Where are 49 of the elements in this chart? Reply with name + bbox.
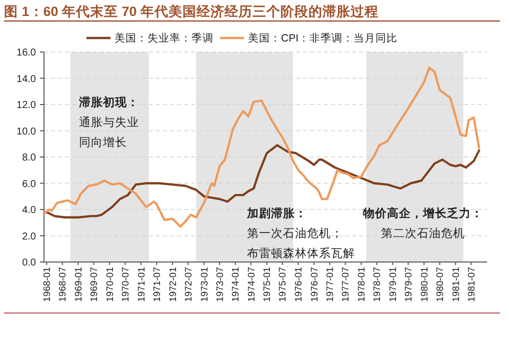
x-tick-label: 1974-07 bbox=[246, 267, 258, 302]
y-tick-label: 12.0 bbox=[16, 100, 36, 111]
y-tick-label: 6.0 bbox=[22, 178, 36, 190]
y-tick-label: 8.0 bbox=[22, 152, 36, 164]
legend-label: 美国：CPI：非季调：当月同比 bbox=[248, 32, 398, 45]
y-tick-label: 4.0 bbox=[22, 205, 36, 216]
x-tick-label: 1970-01 bbox=[104, 267, 116, 302]
x-tick-label: 1968-01 bbox=[42, 267, 53, 302]
x-tick-label: 1970-07 bbox=[120, 267, 132, 302]
x-tick-label: 1977-07 bbox=[340, 267, 352, 302]
x-tick-label: 1969-01 bbox=[74, 267, 85, 302]
x-tick-label: 1972-01 bbox=[168, 267, 179, 302]
x-tick-label: 1979-01 bbox=[388, 267, 399, 302]
x-tick-label: 1976-07 bbox=[309, 267, 320, 302]
x-tick-label: 1975-01 bbox=[262, 267, 274, 302]
x-tick-label: 1969-07 bbox=[89, 267, 100, 302]
annotation: 加剧滞胀： bbox=[246, 206, 307, 220]
annotation: 物价高企，增长乏力： bbox=[362, 206, 483, 220]
x-tick-label: 1971-01 bbox=[136, 267, 148, 302]
x-tick-label: 1973-01 bbox=[199, 267, 210, 302]
x-tick-label: 1980-07 bbox=[435, 267, 446, 302]
y-tick-label: 16.0 bbox=[16, 48, 36, 58]
legend-label: 美国：失业率：季调 bbox=[114, 32, 214, 45]
annotation: 滞胀初现： bbox=[78, 95, 139, 109]
x-tick-label: 1975-07 bbox=[278, 267, 289, 302]
x-tick-label: 1976-01 bbox=[294, 267, 305, 302]
x-tick-label: 1973-07 bbox=[214, 267, 226, 302]
x-tick-label: 1974-01 bbox=[230, 267, 242, 302]
x-tick-label: 1968-07 bbox=[58, 267, 69, 302]
y-tick-label: 10.0 bbox=[16, 126, 36, 138]
chart-title: 图 1：60 年代末至 70 年代美国经济经历三个阶段的滞胀过程 bbox=[4, 3, 379, 19]
x-tick-label: 1978-07 bbox=[372, 267, 384, 302]
x-tick-label: 1981-01 bbox=[450, 267, 462, 302]
annotation: 第二次石油危机 bbox=[381, 227, 465, 240]
x-tick-label: 1971-07 bbox=[152, 267, 163, 302]
annotation: 通胀与失业 bbox=[79, 116, 139, 129]
x-tick-label: 1977-01 bbox=[325, 267, 336, 302]
x-tick-label: 1981-07 bbox=[466, 267, 478, 302]
annotation: 布雷顿森林体系瓦解 bbox=[247, 247, 355, 260]
x-tick-label: 1980-01 bbox=[419, 267, 430, 302]
x-tick-label: 1972-07 bbox=[183, 267, 194, 302]
y-tick-label: 0.0 bbox=[22, 258, 36, 268]
y-tick-label: 2.0 bbox=[22, 231, 36, 242]
y-tick-label: 14.0 bbox=[16, 74, 36, 85]
annotation: 同向增长 bbox=[79, 136, 127, 149]
x-tick-label: 1978-01 bbox=[356, 267, 368, 302]
x-tick-label: 1979-07 bbox=[404, 267, 415, 302]
annotation: 第一次石油危机； bbox=[247, 227, 343, 240]
line-series bbox=[42, 66, 480, 228]
